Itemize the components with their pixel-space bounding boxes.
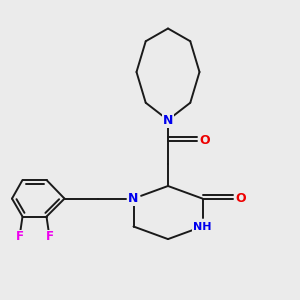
Text: NH: NH	[193, 221, 212, 232]
Text: N: N	[163, 113, 173, 127]
Text: O: O	[200, 134, 210, 148]
Text: N: N	[128, 192, 139, 205]
Text: O: O	[235, 192, 246, 205]
Text: F: F	[46, 230, 53, 244]
Text: F: F	[16, 230, 23, 244]
